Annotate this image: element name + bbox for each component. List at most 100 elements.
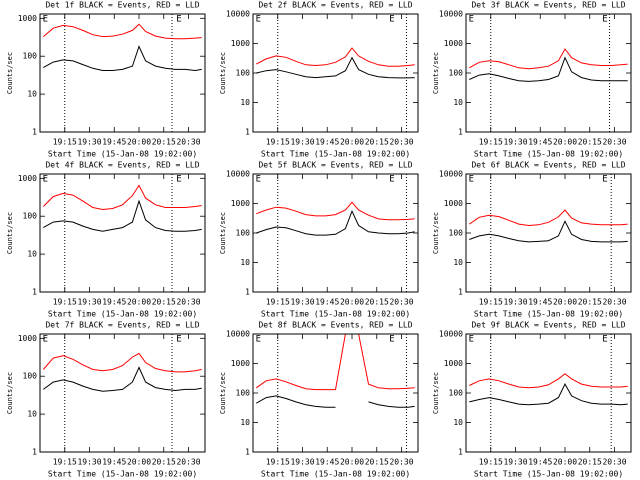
x-tick-label: 19:30	[77, 298, 101, 307]
x-tick-label: 20:30	[602, 458, 626, 467]
annotation: E	[602, 335, 607, 345]
panel-title: Det 3f BLACK = Events, RED = LLD	[471, 1, 625, 10]
annotation: E	[602, 15, 607, 25]
y-tick-label: 100	[449, 69, 464, 78]
x-tick-label: 19:45	[315, 138, 339, 147]
x-axis-label: Start Time (15-Jan-08 19:02:00)	[261, 150, 410, 159]
y-tick-label: 1000	[231, 39, 250, 48]
panel-title: Det 1f BLACK = Events, RED = LLD	[45, 1, 199, 10]
x-axis-label: Start Time (15-Jan-08 19:02:00)	[48, 470, 197, 479]
y-axis-label: Counts/sec	[6, 372, 14, 414]
y-tick-label: 1000	[444, 359, 463, 368]
y-tick-label: 1	[458, 288, 463, 297]
y-tick-label: 1000	[444, 39, 463, 48]
x-tick-label: 19:15	[53, 458, 77, 467]
y-tick-label: 100	[449, 229, 464, 238]
x-tick-label: 19:45	[102, 298, 126, 307]
x-tick-label: 20:00	[127, 458, 151, 467]
series-line	[43, 366, 202, 392]
x-tick-label: 19:45	[102, 138, 126, 147]
y-axis-label: Counts/sec	[432, 52, 440, 94]
x-tick-label: 19:45	[528, 458, 552, 467]
series-line	[469, 48, 628, 70]
y-tick-label: 1	[32, 128, 37, 137]
annotation: E	[176, 15, 181, 25]
annotation: E	[469, 335, 474, 345]
annotation: E	[43, 15, 48, 25]
series-line	[256, 395, 415, 408]
annotation: E	[389, 335, 394, 345]
y-tick-label: 100	[23, 52, 38, 61]
plot-frame	[252, 13, 419, 133]
x-tick-label: 20:30	[176, 298, 200, 307]
y-tick-label: 1	[458, 128, 463, 137]
x-tick-label: 19:45	[528, 298, 552, 307]
panel-title: Det 7f BLACK = Events, RED = LLD	[45, 321, 199, 330]
x-tick-label: 20:30	[176, 138, 200, 147]
plot-frame	[465, 13, 632, 133]
y-tick-label: 1	[245, 448, 250, 457]
x-tick-label: 19:15	[266, 138, 290, 147]
x-tick-label: 20:15	[365, 458, 389, 467]
annotation: E	[43, 335, 48, 345]
y-axis-label: Counts/sec	[219, 52, 227, 94]
x-tick-label: 19:30	[503, 298, 527, 307]
x-tick-label: 20:00	[553, 298, 577, 307]
y-tick-label: 100	[236, 69, 251, 78]
series-line	[256, 201, 415, 221]
series-line	[42, 23, 202, 40]
y-tick-label: 1	[32, 288, 37, 297]
plot-frame	[39, 173, 206, 293]
plot-frame	[252, 333, 419, 453]
y-tick-label: 1000	[231, 359, 250, 368]
x-tick-label: 20:00	[127, 138, 151, 147]
y-tick-label: 10000	[226, 330, 250, 339]
x-axis-label: Start Time (15-Jan-08 19:02:00)	[474, 470, 623, 479]
x-tick-label: 20:15	[365, 138, 389, 147]
series-line	[469, 220, 628, 243]
x-tick-label: 20:15	[365, 298, 389, 307]
x-tick-label: 19:15	[479, 458, 503, 467]
x-tick-label: 20:00	[340, 298, 364, 307]
y-tick-label: 100	[23, 372, 38, 381]
series-line	[42, 352, 202, 373]
y-tick-label: 1	[245, 288, 250, 297]
panel: Det 3f BLACK = Events, RED = LLD Start Ti…	[432, 1, 632, 159]
panel: Det 9f BLACK = Events, RED = LLD Start Ti…	[432, 321, 632, 479]
x-tick-label: 20:30	[389, 298, 413, 307]
y-axis-label: Counts/sec	[219, 212, 227, 254]
x-tick-label: 20:00	[553, 138, 577, 147]
x-tick-label: 19:15	[53, 298, 77, 307]
annotation: E	[469, 175, 474, 185]
x-tick-label: 19:15	[266, 458, 290, 467]
y-tick-label: 1000	[444, 199, 463, 208]
x-tick-label: 19:30	[290, 458, 314, 467]
y-tick-label: 10000	[439, 330, 463, 339]
series-line	[42, 184, 202, 211]
series-line	[43, 199, 202, 232]
annotation: E	[176, 175, 181, 185]
y-tick-label: 100	[23, 212, 38, 221]
annotation: E	[389, 175, 394, 185]
panel-title: Det 5f BLACK = Events, RED = LLD	[258, 161, 412, 170]
x-tick-label: 20:00	[553, 458, 577, 467]
x-axis-label: Start Time (15-Jan-08 19:02:00)	[261, 470, 410, 479]
panel-title: Det 9f BLACK = Events, RED = LLD	[471, 321, 625, 330]
series-line	[469, 373, 628, 389]
series-line	[256, 209, 415, 236]
x-tick-label: 20:30	[389, 458, 413, 467]
panel-title: Det 8f BLACK = Events, RED = LLD	[258, 321, 412, 330]
x-tick-label: 20:15	[152, 298, 176, 307]
annotation: E	[602, 175, 607, 185]
series-line	[43, 45, 202, 72]
annotation: E	[256, 335, 261, 345]
y-axis-label: Counts/sec	[432, 212, 440, 254]
annotation: E	[176, 335, 181, 345]
annotation: E	[256, 15, 261, 25]
y-tick-label: 10	[240, 418, 250, 427]
x-tick-label: 19:45	[315, 458, 339, 467]
y-tick-label: 10	[453, 418, 463, 427]
y-tick-label: 1000	[231, 199, 250, 208]
y-tick-label: 100	[449, 389, 464, 398]
y-axis-label: Counts/sec	[432, 372, 440, 414]
